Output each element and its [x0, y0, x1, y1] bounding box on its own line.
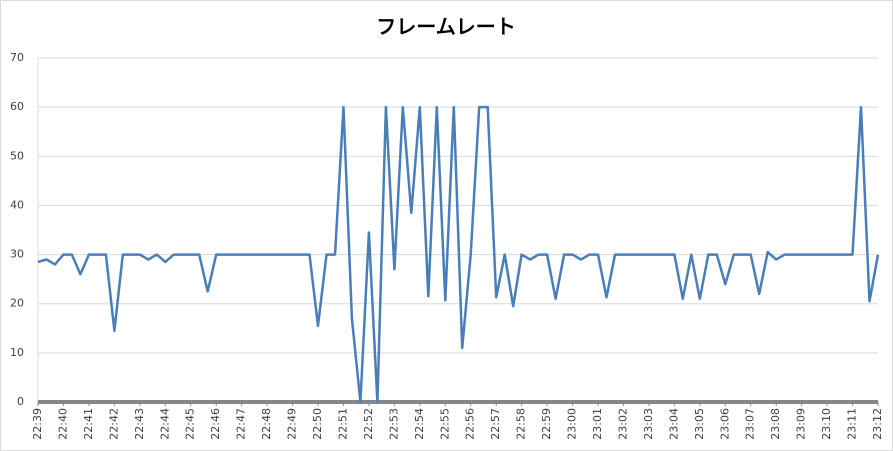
- y-tick-label: 70: [10, 51, 24, 64]
- x-tick-label: 22:47: [235, 408, 248, 440]
- x-tick-label: 22:41: [82, 408, 95, 440]
- x-tick-label: 23:10: [820, 408, 833, 440]
- x-tick-label: 22:55: [438, 408, 451, 440]
- x-tick-label: 22:51: [336, 408, 349, 440]
- x-tick-label: 23:09: [795, 408, 808, 440]
- chart-title: フレームレート: [376, 15, 515, 39]
- line-series: [37, 105, 880, 404]
- x-tick-label: 22:57: [489, 408, 502, 440]
- x-tick-label: 22:40: [56, 408, 69, 440]
- x-tick-label: 22:46: [209, 408, 222, 440]
- x-tick-label: 22:39: [31, 408, 44, 440]
- x-tick-label: 22:59: [540, 408, 553, 440]
- y-tick-label: 0: [17, 395, 24, 408]
- x-tick-label: 22:56: [464, 408, 477, 440]
- x-tick-label: 22:42: [107, 408, 120, 440]
- x-tick-label: 23:05: [693, 408, 706, 440]
- x-tick-label: 23:02: [616, 408, 629, 440]
- x-tick-label: 23:03: [642, 408, 655, 440]
- y-tick-label: 40: [10, 198, 24, 211]
- x-tick-label: 22:52: [362, 408, 375, 440]
- y-tick-label: 50: [10, 149, 24, 162]
- x-tick-label: 22:49: [286, 408, 299, 440]
- x-tick-label: 22:53: [387, 408, 400, 440]
- x-tick-label: 23:08: [769, 408, 782, 440]
- y-tick-label: 30: [10, 248, 24, 261]
- y-tick-label: 10: [10, 346, 24, 359]
- x-tick-label: 22:58: [515, 408, 528, 440]
- y-tick-label: 60: [10, 100, 24, 113]
- x-tick-label: 22:50: [311, 408, 324, 440]
- x-tick-label: 23:01: [591, 408, 604, 440]
- x-tick-label: 23:12: [871, 408, 884, 440]
- x-tick-label: 23:06: [718, 408, 731, 440]
- x-tick-label: 22:54: [413, 408, 426, 440]
- x-tick-label: 23:07: [744, 408, 757, 440]
- x-tick-label: 22:48: [260, 408, 273, 440]
- x-tick-label: 23:04: [667, 408, 680, 440]
- x-tick-label: 22:45: [184, 408, 197, 440]
- x-tick-label: 23:11: [846, 408, 859, 440]
- x-tick-label: 23:00: [566, 408, 579, 440]
- x-tick-label: 22:43: [133, 408, 146, 440]
- y-tick-label: 20: [10, 297, 24, 310]
- x-tick-label: 22:44: [158, 408, 171, 440]
